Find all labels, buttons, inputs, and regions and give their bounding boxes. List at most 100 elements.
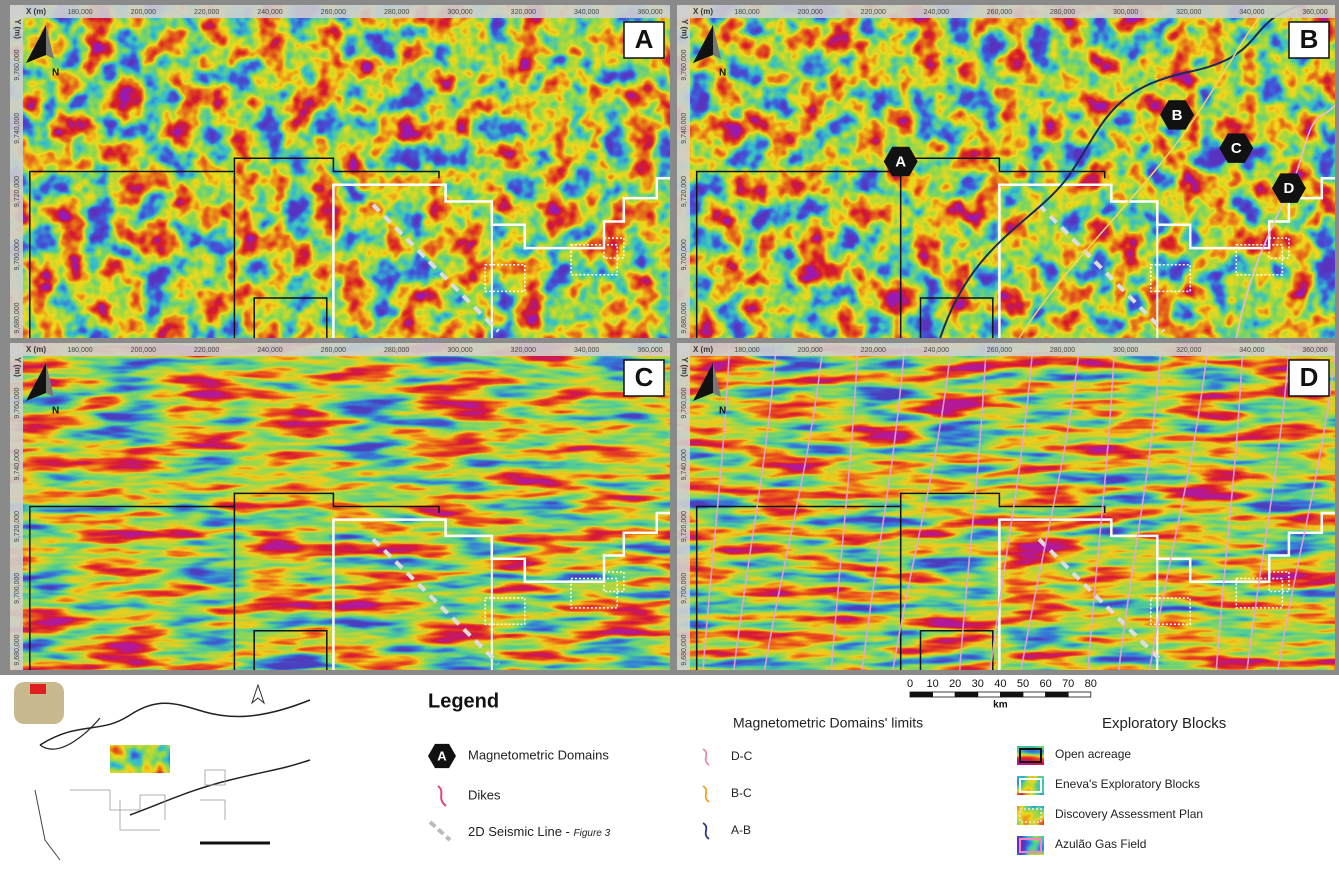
- panel-letter-box: [623, 359, 665, 397]
- x-axis-strip: [10, 5, 670, 18]
- scale-segment: [977, 691, 1001, 698]
- map-panel: A B C D X (m) Y (m) 180,000 200,000 220,000 240,0…: [677, 5, 1335, 338]
- y-tick-label: 9,700,000: [14, 573, 21, 604]
- y-tick-label: 9,680,000: [681, 634, 688, 665]
- dike: [989, 343, 1034, 670]
- x-tick-label: 320,000: [1176, 347, 1201, 354]
- discovery-plan: [1235, 577, 1284, 609]
- dike: [1117, 343, 1163, 670]
- panel-letter: C: [635, 362, 654, 392]
- north-arrow: [26, 363, 46, 401]
- y-tick-label: 9,720,000: [681, 176, 688, 207]
- x-tick-label: 360,000: [637, 9, 662, 16]
- north-label: N: [52, 406, 59, 417]
- x-tick-label: 360,000: [637, 347, 662, 354]
- x-tick-label: 300,000: [447, 9, 472, 16]
- domain-label: B: [1172, 107, 1183, 124]
- x-tick-label: 340,000: [1239, 9, 1264, 16]
- x-tick-label: 280,000: [384, 9, 409, 16]
- scale-tick-label: 10: [926, 678, 938, 690]
- seismic-line: [1037, 203, 1166, 333]
- open-acreage-outline: [253, 297, 328, 338]
- dike: [763, 343, 825, 670]
- legend-block-label: Discovery Assessment Plan: [1055, 807, 1203, 821]
- map-body: [677, 343, 1335, 670]
- north-arrow: [693, 363, 713, 401]
- discovery-plan: [1268, 237, 1290, 259]
- scale-tick-label: 60: [1039, 678, 1051, 690]
- x-tick-label: 200,000: [797, 347, 822, 354]
- y-axis-strip: [677, 5, 690, 338]
- x-tick-label: 200,000: [797, 9, 822, 16]
- inset-study-area: [110, 745, 170, 773]
- y-tick-label: 9,720,000: [681, 511, 688, 542]
- domain-label: A: [895, 153, 906, 170]
- y-tick-label: 9,740,000: [14, 449, 21, 480]
- north-arrow: [46, 25, 54, 59]
- x-axis-label: X (m): [693, 7, 713, 16]
- y-tick-label: 9,740,000: [14, 113, 21, 144]
- y-axis-strip: [10, 5, 23, 338]
- y-tick-label: 9,700,000: [681, 239, 688, 270]
- x-tick-label: 200,000: [131, 9, 156, 16]
- x-axis-strip: [677, 343, 1335, 356]
- dike: [733, 343, 778, 670]
- x-tick-label: 340,000: [1239, 347, 1264, 354]
- y-tick-label: 9,680,000: [14, 302, 21, 333]
- seismic-line: [371, 203, 500, 333]
- map-body: [10, 343, 670, 670]
- legend-seismic-ref: Figure 3: [573, 828, 610, 839]
- y-tick-label: 9,760,000: [681, 49, 688, 80]
- panel-letter: B: [1300, 24, 1319, 54]
- y-tick-label: 9,720,000: [14, 511, 21, 542]
- y-tick-label: 9,720,000: [14, 176, 21, 207]
- legend-title: Legend: [428, 690, 499, 712]
- scale-tick-label: 40: [994, 678, 1006, 690]
- discovery-plan: [570, 577, 618, 609]
- legend-limit-icon: [702, 785, 710, 803]
- limits-title: Magnetometric Domains' limits: [733, 715, 923, 731]
- y-axis-strip: [10, 343, 23, 670]
- discovery-plan: [603, 571, 625, 593]
- y-axis-label: Y (m): [13, 357, 22, 377]
- north-arrow: [713, 25, 721, 59]
- x-tick-label: 280,000: [1050, 9, 1075, 16]
- x-tick-label: 320,000: [511, 347, 536, 354]
- discovery-plan: [603, 237, 625, 259]
- exploratory-block-outline: [332, 511, 670, 670]
- dike: [1246, 343, 1291, 670]
- open-acreage-outline: [233, 157, 440, 179]
- domain-limit-d-c: [1235, 104, 1335, 338]
- domain-label: D: [1284, 180, 1295, 197]
- legend-seismic-text: 2D Seismic Line -: [468, 824, 573, 839]
- open-acreage-outline: [695, 505, 902, 670]
- legend-limit-label: D-C: [731, 749, 753, 763]
- inset-blocks: [70, 769, 226, 831]
- map-panel: X (m) Y (m) 180,000 200,000 220,000 240,000 26…: [10, 343, 670, 670]
- legend-limit-label: A-B: [731, 823, 751, 837]
- scale-segment: [1000, 691, 1024, 698]
- y-axis-label: Y (m): [680, 357, 689, 377]
- map-panel: X (m) Y (m) 180,000 200,000 220,000 240,000 26…: [10, 5, 670, 338]
- legend-block-label: Azulão Gas Field: [1055, 837, 1146, 851]
- bottom-area: Legend A Magnetometric Domains Dikes 2D Seis…: [14, 678, 1226, 861]
- scale-segment: [1022, 691, 1047, 698]
- legend-block-frame: [1019, 838, 1042, 853]
- domain-marker: [1160, 100, 1195, 130]
- open-acreage-outline: [29, 170, 236, 338]
- discovery-plan: [484, 263, 526, 293]
- open-acreage-outline: [233, 492, 440, 513]
- open-acreage-outline: [29, 505, 236, 670]
- x-tick-label: 240,000: [924, 9, 949, 16]
- map-panel: X (m) Y (m) 180,000 200,000 220,000 240,000 26…: [677, 343, 1335, 670]
- x-axis-label: X (m): [26, 7, 46, 16]
- dike: [1020, 343, 1081, 670]
- y-tick-label: 9,740,000: [681, 113, 688, 144]
- domain-limit-b-c: [1018, 5, 1270, 338]
- x-tick-label: 260,000: [321, 347, 346, 354]
- y-tick-label: 9,760,000: [14, 49, 21, 80]
- legend-block-icon: [1017, 836, 1044, 855]
- x-tick-label: 180,000: [67, 9, 92, 16]
- panel-letter-box: [1288, 359, 1330, 397]
